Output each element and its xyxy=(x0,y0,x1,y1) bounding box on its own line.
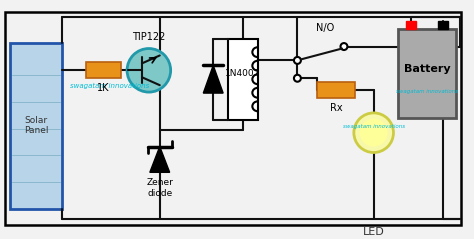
Text: N/O: N/O xyxy=(316,23,334,33)
Text: Battery: Battery xyxy=(404,64,450,74)
Text: Zener
diode: Zener diode xyxy=(146,178,173,198)
Text: 1K: 1K xyxy=(97,83,109,93)
Text: Rx: Rx xyxy=(330,103,342,113)
Bar xyxy=(406,21,416,29)
Text: 1N4007: 1N4007 xyxy=(225,69,261,78)
Circle shape xyxy=(360,119,388,147)
Text: swagatam innovations: swagatam innovations xyxy=(70,83,149,89)
Text: Solar
Panel: Solar Panel xyxy=(24,116,48,136)
Bar xyxy=(228,39,258,120)
Text: TIP122: TIP122 xyxy=(132,32,165,42)
Circle shape xyxy=(294,75,301,82)
Bar xyxy=(86,62,121,78)
Polygon shape xyxy=(150,147,170,172)
Bar xyxy=(399,29,456,118)
Circle shape xyxy=(127,49,171,92)
Bar xyxy=(10,43,62,209)
Bar xyxy=(317,82,355,98)
Bar xyxy=(438,21,448,29)
Polygon shape xyxy=(203,65,223,93)
Text: LED: LED xyxy=(363,227,384,237)
Text: swagatam innovations: swagatam innovations xyxy=(396,89,458,94)
Text: swagatam innovations: swagatam innovations xyxy=(343,124,405,129)
Circle shape xyxy=(340,43,347,50)
Circle shape xyxy=(294,57,301,64)
Circle shape xyxy=(354,113,393,152)
Bar xyxy=(5,12,461,225)
